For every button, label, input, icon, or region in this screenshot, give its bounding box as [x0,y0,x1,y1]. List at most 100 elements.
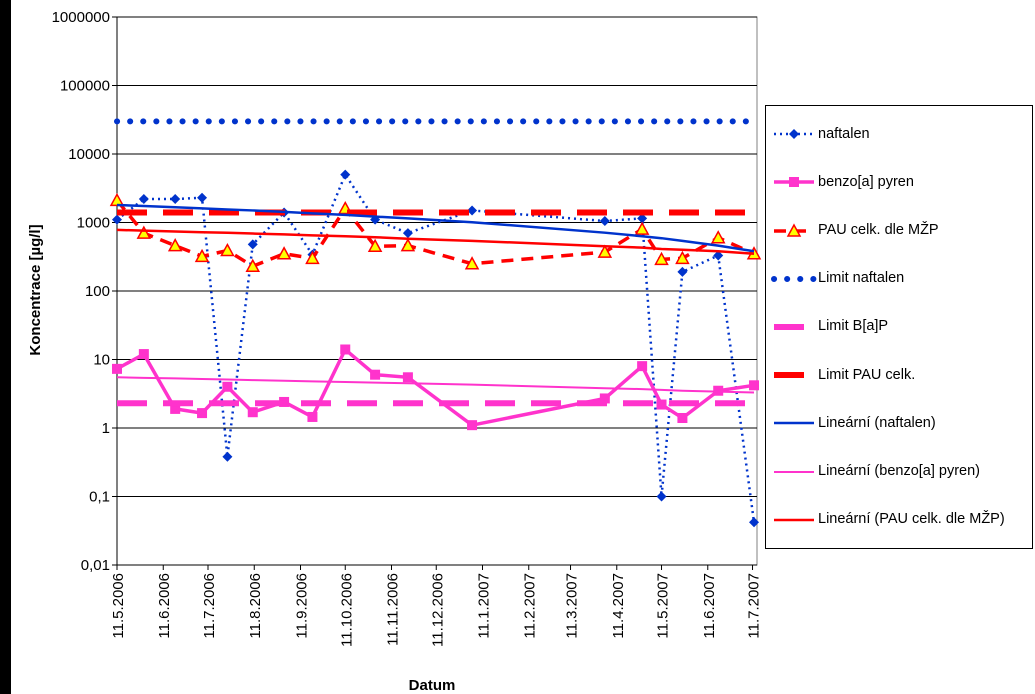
point [222,451,233,462]
legend-item: Limit B[a]P [766,317,1032,337]
x-tick-label: 11.4.2007 [610,573,627,639]
x-tick-label: 11.3.2007 [564,573,581,639]
legend-item: Lineární (PAU celk. dle MŽP) [766,510,1032,530]
point [170,194,181,205]
legend-label: Limit B[a]P [818,318,889,335]
legend-item: Limit naftalen [766,269,1032,289]
legend-swatch [774,372,814,379]
point [677,266,688,277]
y-tick-label: 1000 [77,215,110,232]
y-tick-label: 1 [102,420,110,437]
point [656,399,667,410]
x-tick-label: 11.6.2006 [156,573,173,639]
legend-swatch [771,275,817,282]
point [786,222,802,237]
point [305,250,320,265]
point [597,244,613,258]
point [749,517,760,528]
legend-label: Lineární (benzo[a] pyren) [818,463,981,480]
legend-item: Lineární (naftalen) [766,413,1032,433]
legend-label: benzo[a] pyren [818,173,914,190]
y-tick-label: 10 [93,352,110,369]
legend-swatch [774,323,814,330]
point [112,363,122,374]
point [220,242,235,257]
legend-swatch [774,222,814,237]
y-tick-label: 1000000 [52,9,110,26]
x-tick-label: 11.8.2006 [247,573,264,639]
point [467,420,478,431]
point [675,250,690,265]
point [599,216,610,227]
y-tick-label: 10000 [68,146,110,163]
point [400,238,416,252]
point [307,411,318,422]
legend-item: Limit PAU celk. [766,365,1032,385]
legend-label: PAU celk. dle MŽP [818,222,939,239]
series-line [116,203,755,253]
point [170,403,181,414]
x-tick-label: 11.5.2007 [655,573,672,639]
point [789,177,799,188]
point [222,381,233,392]
x-tick-label: 11.7.2006 [201,573,218,639]
point [464,256,480,270]
legend-swatch [774,177,814,188]
point [789,129,799,140]
point [710,230,726,244]
point [167,238,183,252]
series-line [116,376,755,394]
x-tick-label: 11.7.2007 [746,573,763,639]
legend-label: Limit naftalen [818,270,905,287]
point [367,238,383,253]
x-tick-label: 11.11.2006 [384,573,401,646]
x-axis-label: Datum [409,677,456,694]
point [467,205,478,216]
point [340,344,351,355]
x-tick-label: 11.9.2006 [293,573,310,639]
legend-label: naftalen [818,125,870,142]
point [634,221,650,235]
point [749,380,760,391]
point [194,248,210,263]
point [138,194,149,205]
point [402,228,413,239]
point [599,393,610,404]
x-tick-label: 11.1.2007 [476,573,493,639]
point [247,407,258,418]
point [656,491,667,502]
y-tick-label: 0,1 [89,489,110,506]
legend-label: Lineární (PAU celk. dle MŽP) [818,511,1005,528]
legend-swatch [774,129,814,140]
legend-label: Lineární (naftalen) [818,414,936,431]
point [136,225,152,239]
legend-label: Limit PAU celk. [818,366,916,383]
legend-item: naftalen [766,124,1032,144]
point [340,169,351,180]
point [197,192,208,203]
point [677,412,688,423]
series-line [116,171,756,523]
legend-swatch [774,470,814,473]
point [713,250,724,261]
point [197,408,208,419]
point [654,251,669,266]
legend-swatch [774,422,814,425]
series-line [116,228,755,255]
x-tick-label: 11.6.2007 [701,573,718,639]
legend-swatch [774,518,814,522]
y-tick-label: 100000 [60,78,110,95]
left-border [0,0,11,694]
x-tick-label: 11.2.2007 [522,573,539,639]
legend-item: Lineární (benzo[a] pyren) [766,462,1032,482]
point [370,369,381,380]
point [112,214,122,225]
point [247,239,258,250]
legend: naftalen benzo[a] pyren PAU celk. dle MŽP L… [765,105,1033,549]
point [276,246,292,260]
x-tick-label: 11.5.2006 [110,573,127,639]
point [402,372,413,383]
y-tick-label: 100 [85,283,110,300]
